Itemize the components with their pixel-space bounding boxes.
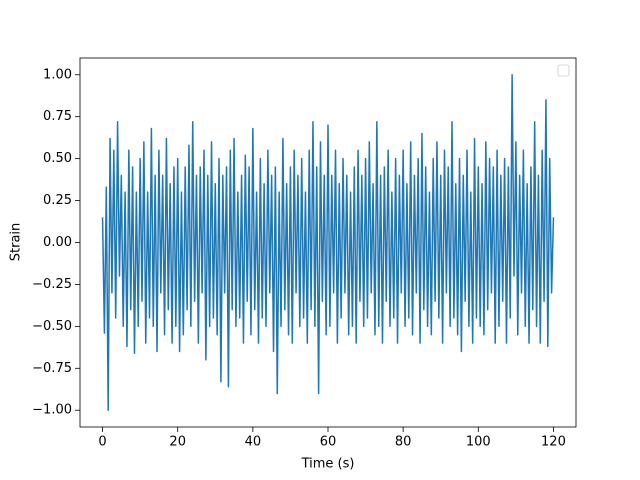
x-tick-label: 60: [320, 435, 337, 450]
y-tick-label: 0.25: [43, 193, 72, 208]
x-tick-label: 20: [169, 435, 186, 450]
x-axis-label: Time (s): [301, 457, 355, 472]
y-tick-label: −0.25: [32, 277, 72, 292]
line-series: [101, 74, 555, 411]
axes-frame: [79, 57, 577, 428]
legend-box: [557, 64, 570, 77]
x-tick-label: 120: [541, 435, 566, 450]
y-tick-label: −0.75: [32, 361, 72, 376]
y-tick-label: 0.50: [43, 151, 72, 166]
x-tick-label: 0: [98, 435, 106, 450]
y-tick-label: −1.00: [32, 403, 72, 418]
y-tick-label: −0.50: [32, 319, 72, 334]
x-tick-label: 40: [245, 435, 262, 450]
y-tick-label: 1.00: [43, 67, 72, 82]
x-tick-label: 100: [466, 435, 491, 450]
y-tick-label: 0.00: [43, 235, 72, 250]
y-tick-label: 0.75: [43, 109, 72, 124]
y-axis-label: Strain: [9, 223, 24, 262]
x-tick-label: 80: [395, 435, 412, 450]
